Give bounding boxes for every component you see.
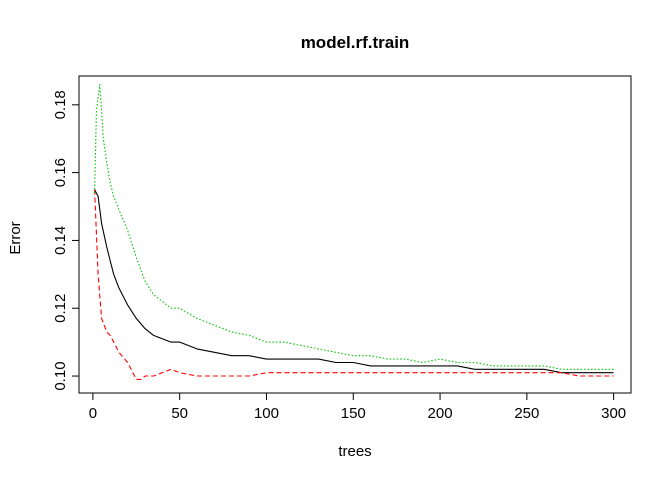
y-tick-label: 0.10 [52, 361, 69, 390]
x-tick-label: 250 [514, 405, 539, 422]
oob-error-line [94, 189, 614, 374]
class-1-error-line [94, 189, 614, 380]
y-tick-label: 0.18 [52, 90, 69, 119]
x-tick-label: 200 [428, 405, 453, 422]
y-tick-label: 0.12 [52, 294, 69, 323]
series-layer [94, 83, 614, 380]
x-axis-label: trees [338, 443, 371, 460]
y-axis-label: Error [7, 221, 24, 254]
x-tick-label: 50 [171, 405, 188, 422]
y-tick-label: 0.16 [52, 158, 69, 187]
x-tick-label: 100 [254, 405, 279, 422]
x-tick-label: 300 [601, 405, 626, 422]
chart-title: model.rf.train [301, 33, 410, 52]
y-axis: 0.10 0.12 0.14 0.16 0.18 [52, 90, 80, 391]
class-2-error-line [94, 83, 614, 370]
x-tick-label: 150 [341, 405, 366, 422]
plot-frame [78, 75, 632, 394]
x-axis: 0 50 100 150 200 250 300 [89, 392, 626, 422]
x-tick-label: 0 [89, 405, 97, 422]
y-tick-label: 0.14 [52, 226, 69, 255]
